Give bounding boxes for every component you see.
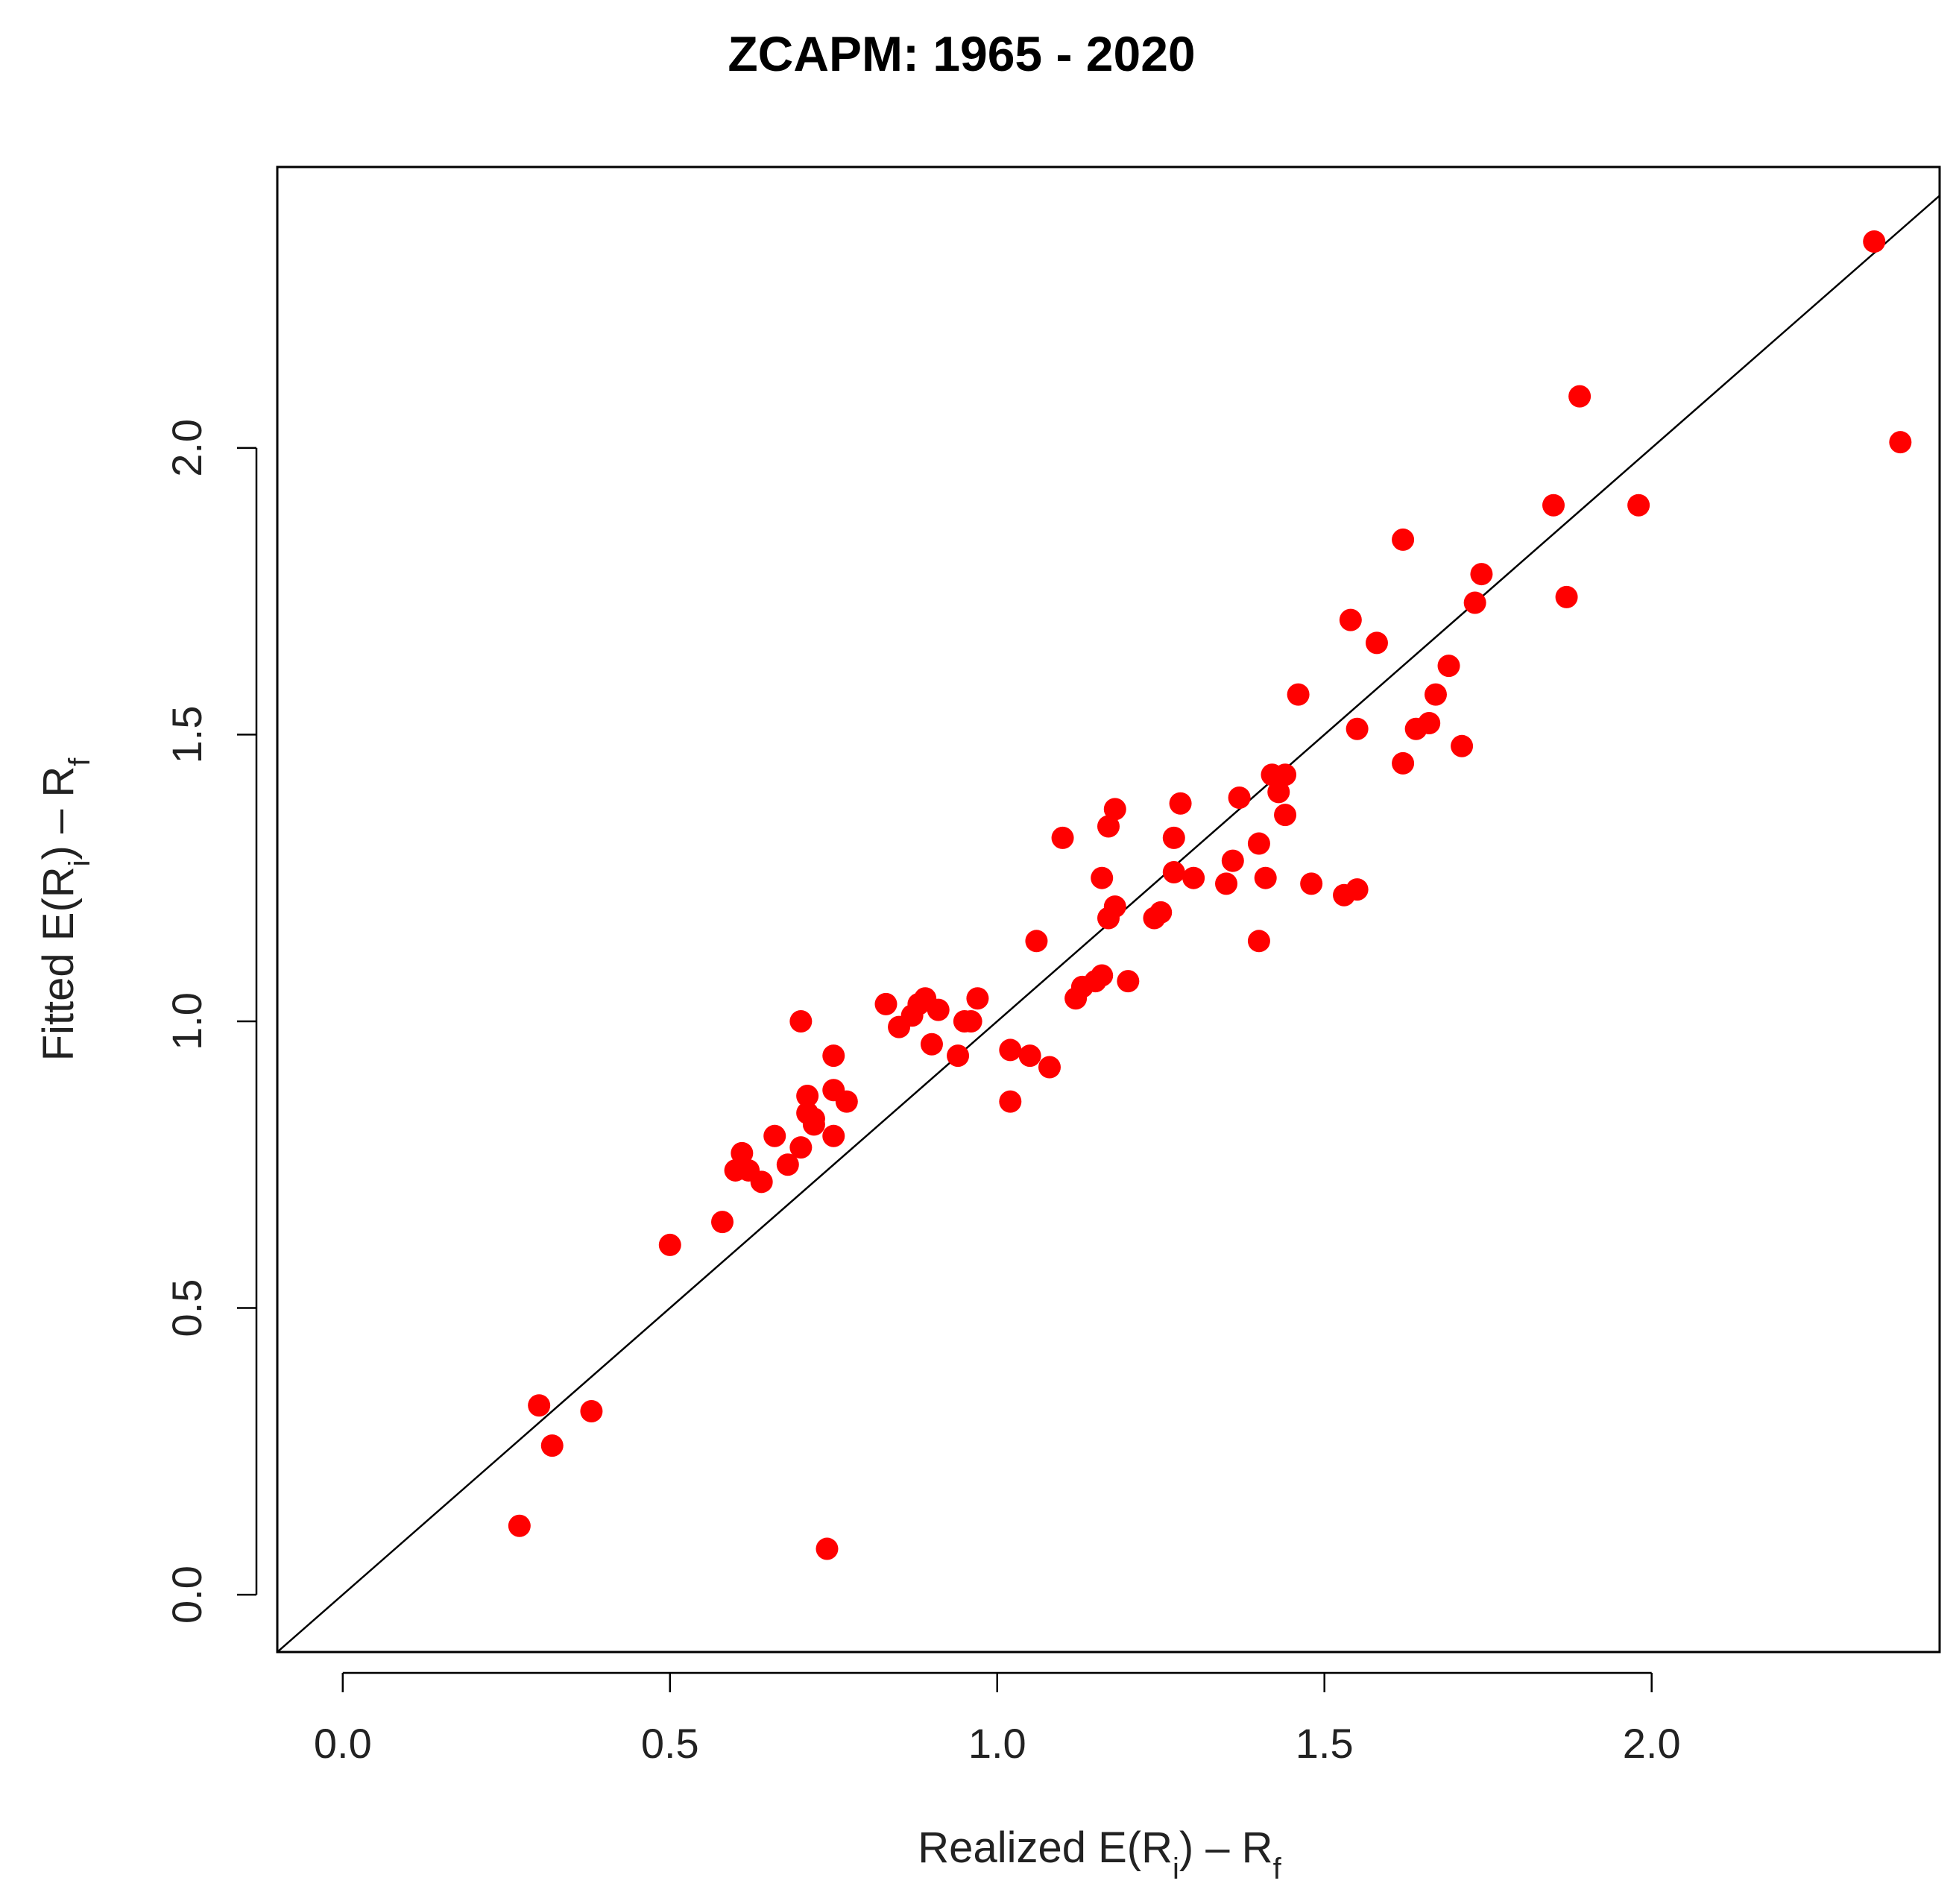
data-point [1287,683,1310,706]
data-point [1097,815,1120,838]
data-point [1889,431,1912,454]
data-point [1247,930,1270,953]
data-point [1091,866,1114,889]
data-points [508,230,1912,1560]
data-point [802,1107,825,1130]
data-point [1346,717,1369,740]
data-point [658,1233,681,1256]
data-point [731,1141,754,1164]
data-point [1228,786,1251,810]
data-point [1169,792,1192,815]
data-point [763,1124,786,1147]
data-point [1346,878,1369,901]
data-point [1274,804,1297,827]
data-point [1221,849,1244,872]
y-tick-label: 0.0 [163,1566,210,1624]
data-point [1149,901,1173,924]
data-point [1392,751,1415,775]
data-point [1103,798,1126,821]
data-point [947,1044,970,1068]
plot-frame [276,166,1941,1654]
data-point [776,1153,799,1176]
data-point [1025,930,1048,953]
x-axis-label: Realized E(Ri) – Rf [918,1823,1281,1885]
data-point [874,992,898,1015]
data-point [1091,964,1114,987]
data-point [1392,528,1415,551]
y-axis: 0.0 0.5 1.0 1.5 2.0 [163,419,258,1624]
x-axis: 0.0 0.5 1.0 1.5 2.0 [314,1671,1681,1767]
data-point [540,1434,564,1457]
data-point [816,1537,839,1560]
y-tick-label: 2.0 [163,419,210,477]
data-point [789,1009,813,1033]
data-point [1274,763,1297,786]
data-point [1162,826,1185,849]
x-tick-label: 1.5 [1296,1720,1354,1767]
data-point [1018,1044,1041,1068]
data-point [1162,861,1185,884]
data-point [835,1090,858,1113]
data-point [1254,866,1277,889]
data-point [1365,631,1388,655]
data-point [1470,563,1493,586]
data-point [528,1394,551,1417]
data-point [1863,230,1886,253]
data-point [1247,832,1270,855]
data-point [796,1084,819,1107]
data-point [1542,494,1565,517]
data-point [1568,385,1592,408]
data-point [789,1136,813,1159]
data-point [580,1399,603,1422]
data-point [1267,781,1290,804]
data-point [1627,494,1650,517]
data-point [927,998,950,1021]
data-point [1451,734,1474,757]
data-point [1555,585,1578,608]
data-point [1051,826,1074,849]
data-point [1182,866,1205,889]
x-tick-label: 2.0 [1623,1720,1681,1767]
data-point [1038,1056,1061,1079]
y-tick-label: 1.0 [163,992,210,1050]
data-point [1424,683,1447,706]
chart-title: ZCAPM: 1965 - 2020 [728,26,1195,81]
data-point [1103,895,1126,918]
x-tick-label: 0.0 [314,1720,372,1767]
data-point [1418,712,1441,735]
data-point [1339,608,1362,631]
data-point [1117,970,1140,993]
data-point [1437,655,1460,678]
data-point [999,1038,1022,1062]
data-point [999,1090,1022,1113]
data-point [920,1033,943,1056]
data-point [966,987,989,1010]
y-tick-label: 0.5 [163,1279,210,1337]
data-point [822,1044,845,1068]
y-tick-label: 1.5 [163,705,210,763]
x-tick-label: 0.5 [641,1720,699,1767]
data-point [959,1009,982,1033]
x-tick-label: 1.0 [968,1720,1026,1767]
y-axis-label: Fitted E(Ri) – Rf [34,757,96,1062]
data-point [1300,872,1323,895]
data-point [822,1124,845,1147]
data-point [1215,872,1238,895]
data-point [1463,591,1486,614]
data-point [711,1211,734,1234]
data-point [750,1170,773,1194]
data-point [508,1514,531,1537]
